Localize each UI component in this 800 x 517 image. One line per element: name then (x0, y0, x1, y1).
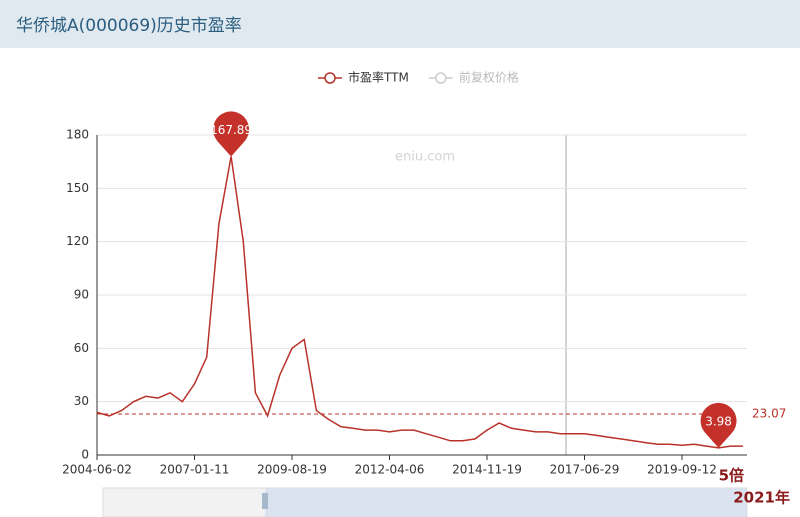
y-tick-label: 60 (74, 341, 89, 355)
mark-pin-label: 167.89 (210, 123, 252, 137)
zoom-window[interactable] (265, 488, 747, 517)
legend-marker[interactable] (324, 72, 336, 84)
x-tick-label: 2007-01-11 (160, 463, 230, 477)
y-tick-label: 90 (74, 288, 89, 302)
legend-label[interactable]: 市盈率TTM (348, 70, 409, 85)
y-tick-label: 150 (66, 181, 89, 195)
legend-marker[interactable] (435, 72, 447, 84)
x-tick-label: 2017-06-29 (550, 463, 620, 477)
y-tick-label: 30 (74, 394, 89, 408)
watermark: eniu.com (395, 150, 455, 165)
average-label: 23.07 (752, 406, 786, 420)
annotation: 2021年 (733, 489, 790, 507)
zoom-handle[interactable] (262, 493, 268, 509)
series-line (96, 156, 743, 449)
annotation: 5倍 (719, 467, 744, 485)
page-title: 华侨城A(000069)历史市盈率 (16, 16, 242, 36)
mark-pin (700, 402, 737, 448)
x-tick-label: 2019-09-12 (647, 463, 717, 477)
y-tick-label: 0 (81, 448, 89, 462)
x-tick-label: 2004-06-02 (62, 463, 132, 477)
x-tick-label: 2012-04-06 (355, 463, 425, 477)
y-tick-label: 120 (66, 234, 89, 248)
mark-pin (213, 111, 250, 157)
y-tick-label: 180 (66, 128, 89, 142)
x-tick-label: 2009-08-19 (257, 463, 327, 477)
x-tick-label: 2014-11-19 (452, 463, 522, 477)
mark-pin-label: 3.98 (705, 414, 732, 428)
header-bar (0, 0, 800, 48)
legend-label[interactable]: 前复权价格 (459, 70, 519, 85)
